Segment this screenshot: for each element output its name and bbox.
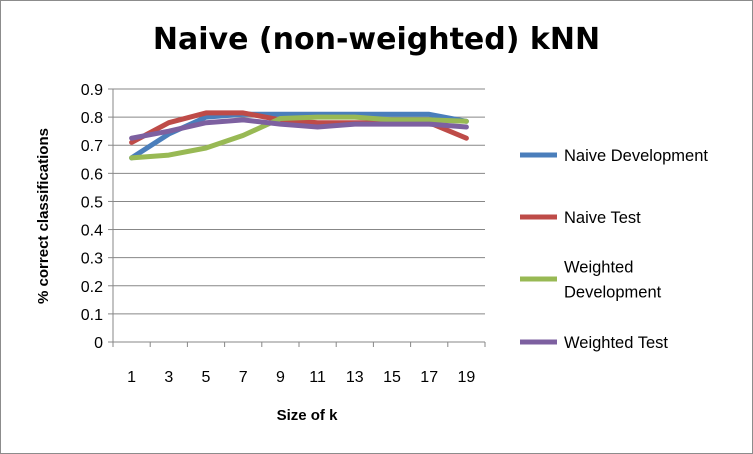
gridlines: [113, 88, 485, 315]
x-axis-title: Size of k: [277, 407, 339, 424]
x-tick-label: 19: [458, 369, 476, 386]
x-tick-label: 7: [239, 369, 248, 386]
y-tick-labels: 0 0.1 0.2 0.3 0.4 0.5 0.6 0.7 0.8 0.9: [81, 82, 103, 352]
axes: [108, 88, 486, 347]
legend-label-naive-test: Naive Test: [564, 209, 641, 227]
x-tick-label: 3: [164, 369, 173, 386]
y-tick-label: 0.6: [81, 166, 103, 183]
y-tick-label: 0.9: [81, 82, 103, 99]
legend-label-weighted-development: Development: [564, 284, 662, 302]
legend-label-weighted-development: Weighted: [564, 259, 633, 277]
chart-title: Naive (non-weighted) kNN: [152, 22, 601, 57]
series-lines: [129, 110, 469, 161]
y-tick-label: 0.7: [81, 138, 103, 155]
x-tick-labels: 1 3 5 7 9 11 13 15 17 19: [127, 369, 475, 386]
series-line-weighted-development: [129, 114, 469, 161]
legend-label-weighted-test: Weighted Test: [564, 334, 668, 352]
y-tick-label: 0.3: [81, 251, 103, 268]
x-tick-label: 13: [346, 369, 364, 386]
x-tick-label: 5: [202, 369, 211, 386]
x-tick-label: 9: [276, 369, 285, 386]
y-tick-label: 0: [94, 335, 103, 352]
y-axis-title: % correct classifications: [35, 128, 52, 304]
x-tick-label: 15: [383, 369, 401, 386]
x-tick-label: 17: [420, 369, 438, 386]
series-line-weighted-test: [129, 117, 469, 141]
legend-label-naive-development: Naive Development: [564, 147, 708, 165]
y-tick-label: 0.2: [81, 279, 103, 296]
x-tick-label: 11: [309, 369, 326, 386]
y-tick-label: 0.8: [81, 110, 103, 127]
y-tick-label: 0.5: [81, 194, 103, 211]
legend: Naive Development Naive Test Weighted Devel…: [520, 147, 708, 352]
y-tick-label: 0.4: [81, 223, 103, 240]
y-tick-label: 0.1: [81, 307, 103, 324]
x-tick-label: 1: [127, 369, 136, 386]
